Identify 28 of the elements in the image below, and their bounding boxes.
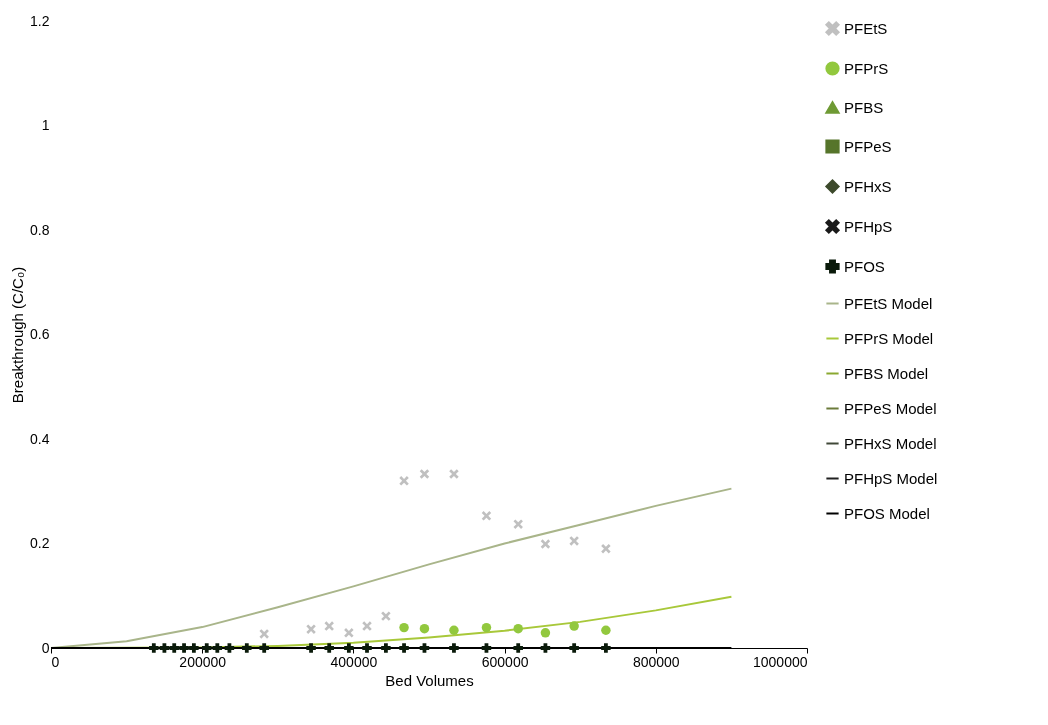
legend-label: PFPrS Model <box>844 329 934 347</box>
legend-label: PFBS Model <box>844 364 929 382</box>
x-tick-label: 1000000 <box>752 653 808 670</box>
y-tick-label: 0.6 <box>30 326 50 342</box>
legend-label: PFHpS Model <box>844 469 938 487</box>
x-tick-label: 200000 <box>179 653 227 670</box>
legend-label: PFEtS Model <box>844 294 933 312</box>
legend-label: PFOS <box>844 257 885 275</box>
y-tick-label: 0.8 <box>30 221 50 238</box>
y-tick-label: 1 <box>41 117 50 133</box>
x-tick-label: 800000 <box>632 653 680 670</box>
x-tick-label: 400000 <box>330 653 378 670</box>
legend-label: PFHxS <box>844 177 892 195</box>
x-tick-label: 600000 <box>481 653 529 670</box>
legend-label: PFHpS <box>844 217 893 235</box>
y-tick-label: 0.2 <box>30 535 50 551</box>
y-tick-label: 0.4 <box>30 430 50 447</box>
y-tick-label: 1.2 <box>30 12 50 29</box>
legend-label: PFPrS <box>844 59 889 77</box>
legend-label: PFPeS Model <box>844 399 937 417</box>
legend-label: PFBS <box>844 98 884 116</box>
legend-label: PFHxS Model <box>844 434 937 452</box>
legend-label: PFPeS <box>844 137 892 155</box>
y-tick-label: 0 <box>41 639 50 656</box>
legend-label: PFEtS <box>844 19 888 37</box>
y-axis-title: Breakthrough (C/C₀) <box>9 266 27 404</box>
legend-label: PFOS Model <box>844 504 930 522</box>
x-axis-title: Bed Volumes <box>385 671 474 689</box>
